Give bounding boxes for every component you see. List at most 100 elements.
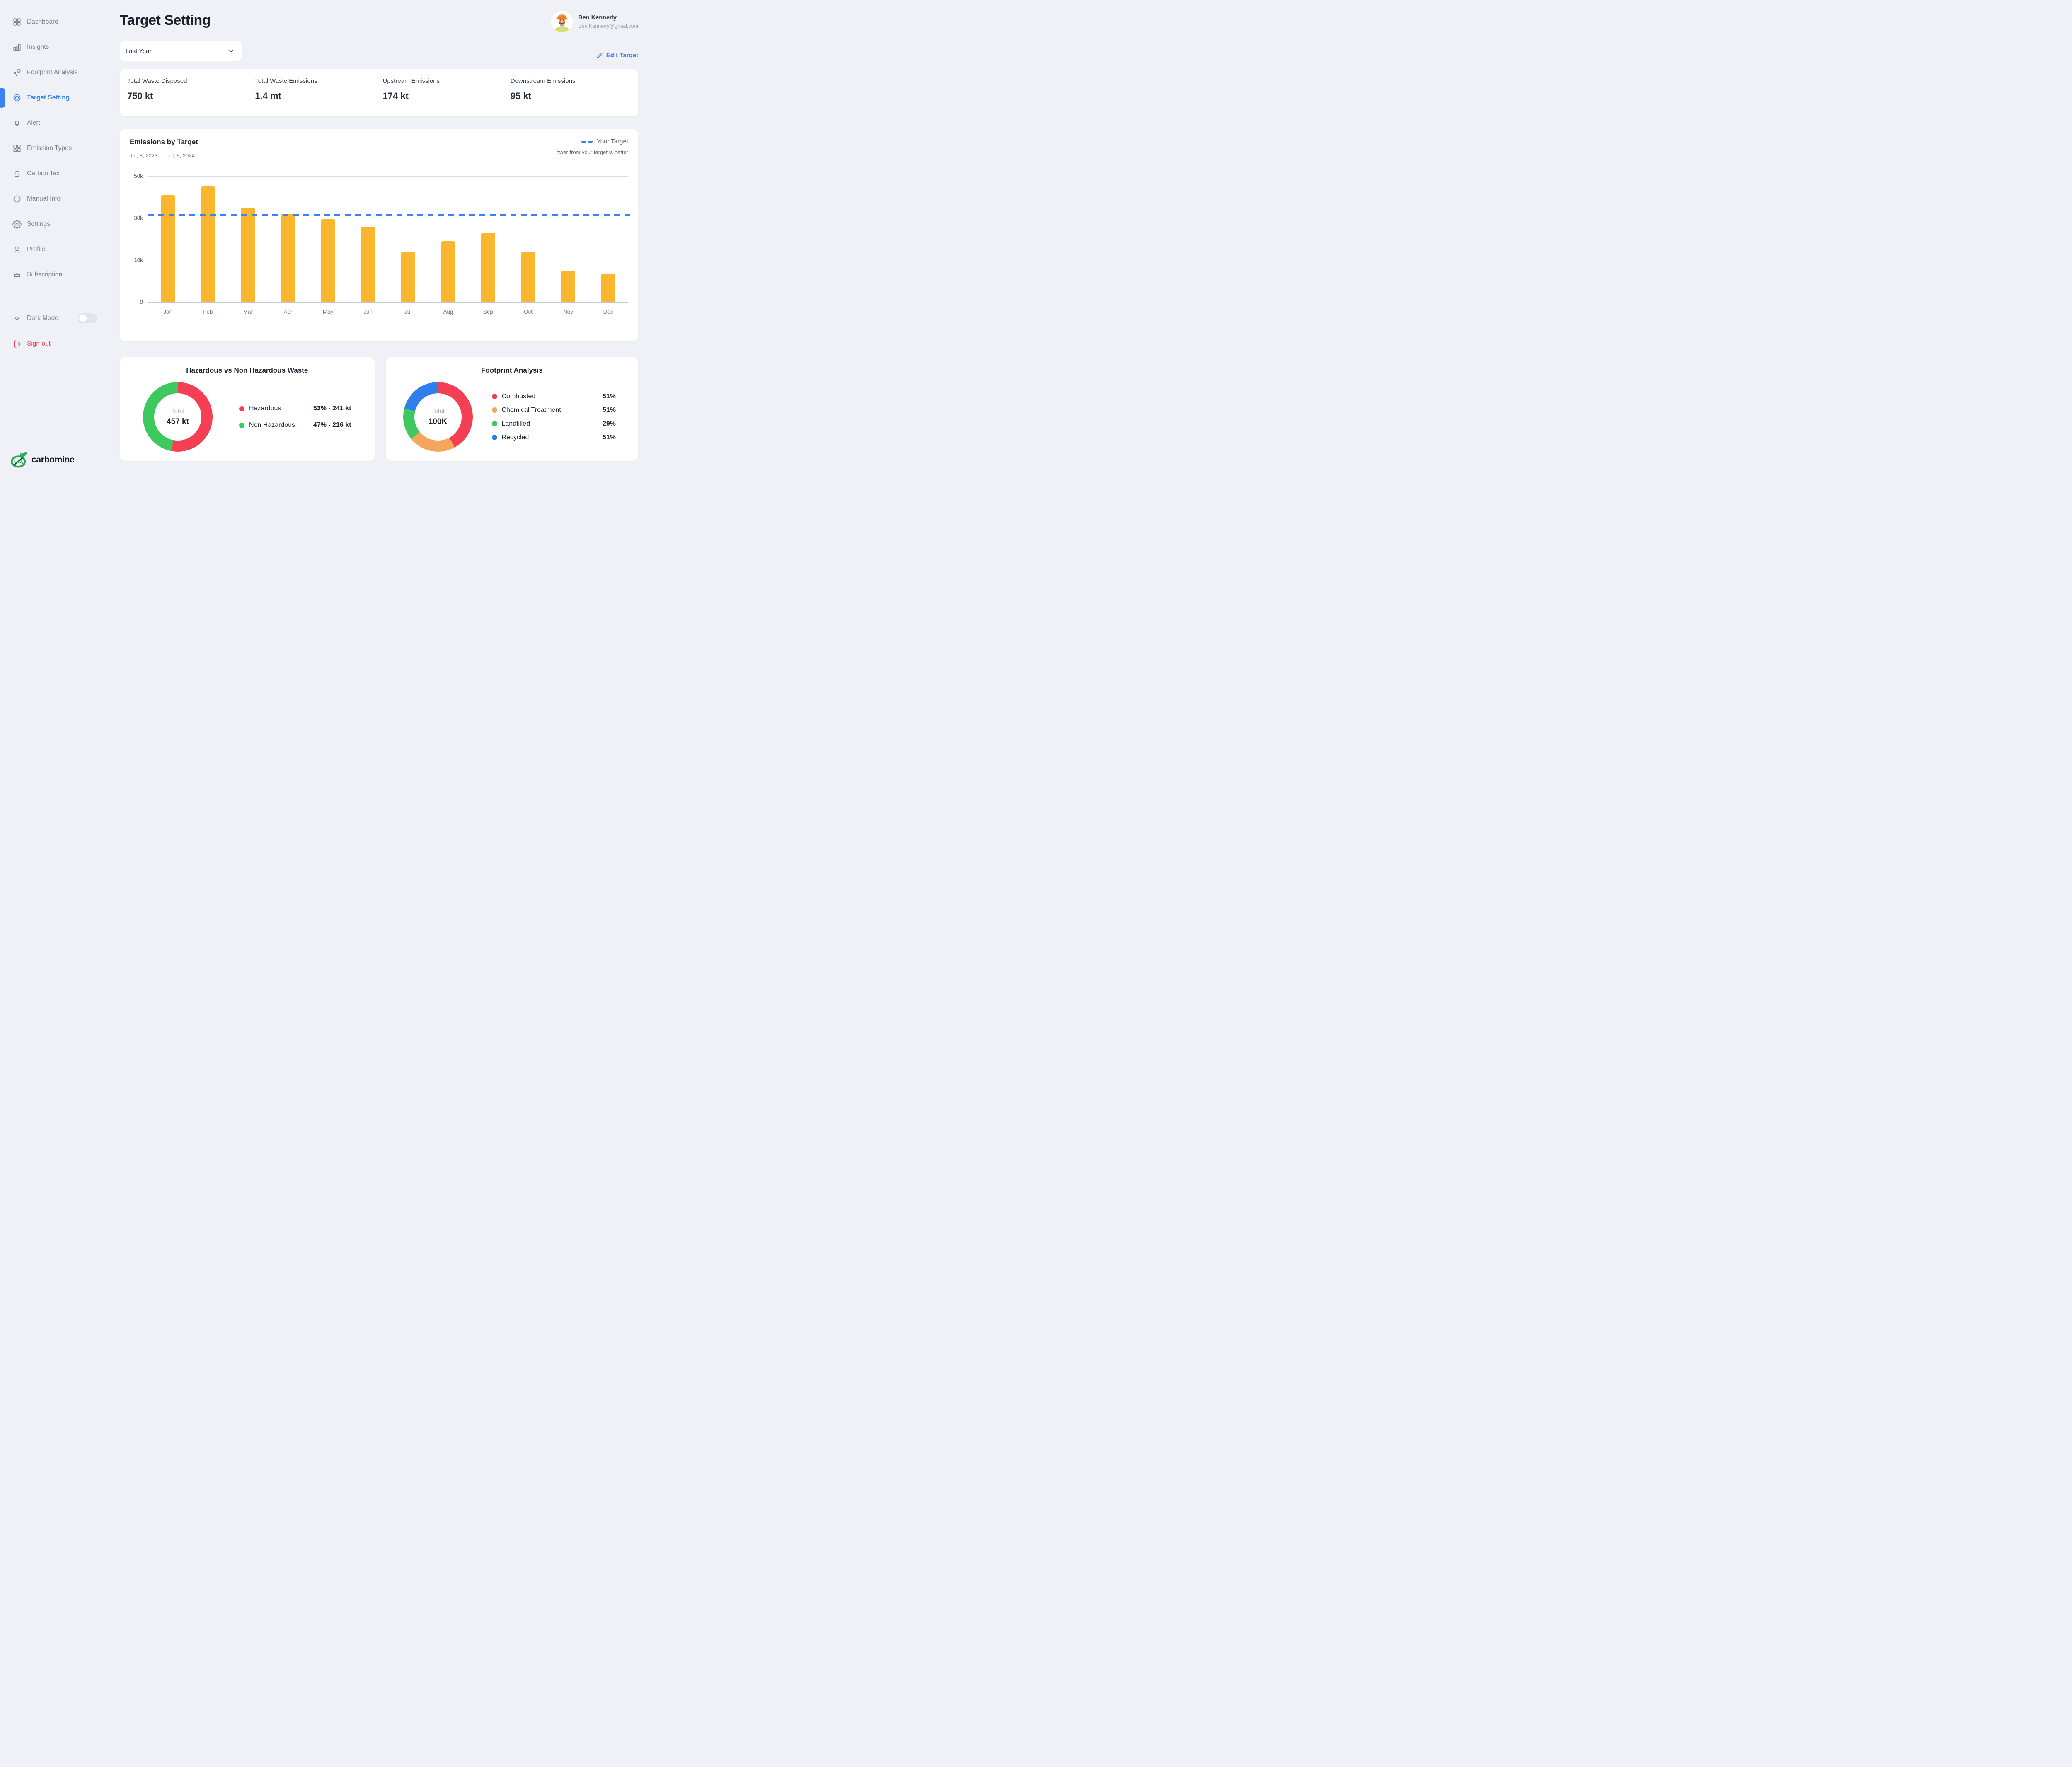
sidebar-item-insights[interactable]: Insights <box>0 39 108 56</box>
legend-note: Lower from your target is better <box>553 149 628 155</box>
legend-label: Non Hazardous <box>249 421 295 428</box>
sidebar-item-profile[interactable]: Profile <box>0 241 108 258</box>
stat-value: 750 kt <box>127 91 153 101</box>
waste-donut-card: Hazardous vs Non Hazardous Waste Total 4… <box>120 357 375 461</box>
x-axis-label: Aug <box>443 309 453 315</box>
user-icon <box>12 245 22 254</box>
stat-value: 95 kt <box>510 91 531 101</box>
toggle-knob <box>79 315 87 322</box>
app-logo: CO 2 carbomine <box>10 450 75 470</box>
legend-value: 51% <box>602 433 616 441</box>
legend-dot-icon <box>491 394 497 399</box>
sidebar-item-label: Emission Types <box>27 145 72 152</box>
sidebar-item-label: Subscription <box>27 271 63 278</box>
sign-out-button[interactable]: Sign out <box>0 336 108 352</box>
scatter-icon <box>12 68 22 77</box>
waste-donut-center: Total 457 kt <box>154 393 201 441</box>
bar-may <box>321 219 335 302</box>
stat-label: Downstream Emissions <box>510 77 576 85</box>
bars-container <box>148 176 628 302</box>
date-from: Jul, 8, 2023 <box>130 152 158 159</box>
bar-chart-icon <box>12 43 22 52</box>
legend-label: Landfilled <box>501 420 530 427</box>
sidebar-item-settings[interactable]: Settings <box>0 216 108 232</box>
sidebar-item-label: Carbon Tax <box>27 170 60 177</box>
gear-icon <box>12 220 22 229</box>
sidebar-item-label: Dashboard <box>27 18 58 25</box>
sidebar-item-alert[interactable]: Alert <box>0 115 108 131</box>
bar-sep <box>481 232 495 302</box>
y-axis-tick: 30k <box>134 215 143 221</box>
footprint-donut-card: Footprint Analysis Total 100K Combusted 5… <box>385 357 638 461</box>
footprint-total-value: 100K <box>428 417 448 426</box>
bar-aug <box>441 241 455 302</box>
crown-icon <box>12 270 22 279</box>
user-block[interactable]: Ben Kennedy Ben.Kennedy@gmail.com <box>551 9 638 32</box>
user-name: Ben Kennedy <box>578 14 617 21</box>
sidebar-item-manual-info[interactable]: Manual Info <box>0 191 108 207</box>
sun-icon <box>12 314 22 323</box>
bar-slot-jan <box>148 176 188 302</box>
bar-nov <box>561 271 576 302</box>
period-select[interactable]: Last Year <box>120 41 242 61</box>
controls-row: Last Year Edit Target <box>120 41 638 61</box>
waste-total-value: 457 kt <box>167 417 189 426</box>
sidebar-nav: Dashboard Insights Footprint Analysis Targe… <box>0 14 108 283</box>
x-axis-label: Sep <box>483 309 493 315</box>
chart-header: Emissions by Target Jul, 8, 2023 - Jul, … <box>130 138 628 159</box>
legend-label: Hazardous <box>249 405 281 412</box>
waste-donut: Total 457 kt <box>143 382 213 452</box>
gridline <box>148 176 628 177</box>
sign-out-icon <box>12 339 22 349</box>
bar-slot-oct <box>508 176 548 302</box>
sidebar-item-label: Profile <box>27 246 45 253</box>
sidebar-bottom: Dark Mode Sign out <box>0 310 108 352</box>
date-separator: - <box>161 152 163 159</box>
legend-row-landfilled: Landfilled 29% <box>491 420 616 428</box>
legend-value: 29% <box>602 420 616 427</box>
x-axis-label: Apr <box>283 309 293 315</box>
sidebar-item-label: Target Setting <box>27 94 70 101</box>
sidebar-item-subscription[interactable]: Subscription <box>0 266 108 283</box>
target-legend-label: Your Target <box>597 138 628 145</box>
sign-out-label: Sign out <box>27 340 51 347</box>
sidebar-item-emission-types[interactable]: Emission Types <box>0 140 108 157</box>
legend-row-non-hazardous: Non Hazardous 47% - 216 kt <box>239 421 351 429</box>
sidebar-item-target-setting[interactable]: Target Setting <box>0 88 108 108</box>
legend-row-combusted: Combusted 51% <box>491 393 616 400</box>
bar-slot-nov <box>548 176 588 302</box>
dark-mode-label: Dark Mode <box>27 315 58 322</box>
bar-slot-aug <box>428 176 468 302</box>
legend-value: 47% - 216 kt <box>313 421 351 428</box>
logo-icon: CO 2 <box>11 452 27 468</box>
footprint-donut-center: Total 100K <box>414 393 462 441</box>
chart-body: 50k 30k 10k 0 <box>130 173 631 305</box>
stat-label: Upstream Emissions <box>382 77 440 85</box>
edit-target-button[interactable]: Edit Target <box>596 52 638 61</box>
chart-date-range: Jul, 8, 2023 - Jul, 8, 2024 <box>130 152 198 159</box>
dark-mode-toggle[interactable] <box>78 313 97 323</box>
sidebar-item-dashboard[interactable]: Dashboard <box>0 14 108 30</box>
chart-title: Emissions by Target <box>130 138 198 146</box>
waste-total-label: Total <box>171 407 184 415</box>
target-icon <box>12 93 22 102</box>
legend-row-chemical-treatment: Chemical Treatment 51% <box>491 407 616 414</box>
sidebar-item-footprint-analysis[interactable]: Footprint Analysis <box>0 64 108 81</box>
sidebar-item-carbon-tax[interactable]: Carbon Tax <box>0 165 108 182</box>
footprint-donut: Total 100K <box>403 382 473 452</box>
bar-slot-mar <box>228 176 268 302</box>
emissions-chart-card: Emissions by Target Jul, 8, 2023 - Jul, … <box>120 129 638 341</box>
y-axis-tick: 0 <box>140 299 143 305</box>
page-title: Target Setting <box>120 12 211 28</box>
stat-label: Total Waste Disposed <box>127 77 187 85</box>
logo-text: carbomine <box>31 455 75 465</box>
chart-legend: Your Target Lower from your target is be… <box>553 138 628 155</box>
chevron-down-icon <box>228 47 235 55</box>
bar-slot-may <box>308 176 348 302</box>
stat-total-waste-disposed: Total Waste Disposed 750 kt <box>127 77 255 116</box>
legend-value: 53% - 241 kt <box>313 405 351 412</box>
stat-value: 1.4 mt <box>255 91 281 101</box>
bar-slot-jun <box>348 176 388 302</box>
waste-donut-content: Total 457 kt Hazardous 53% - 241 kt Non Ha… <box>120 382 375 452</box>
waste-donut-title: Hazardous vs Non Hazardous Waste <box>186 366 308 374</box>
